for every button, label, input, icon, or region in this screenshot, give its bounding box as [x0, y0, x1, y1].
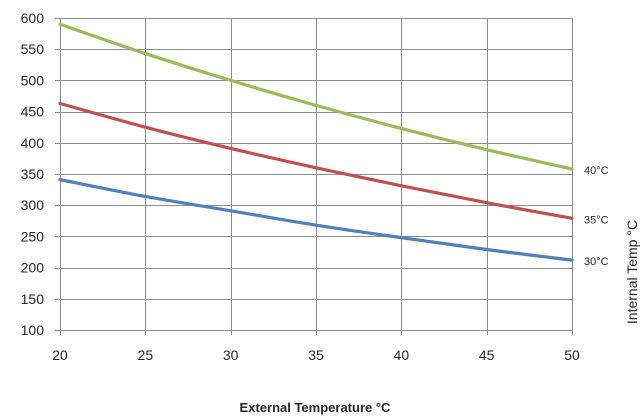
x-tick-label-20: 20: [52, 347, 68, 363]
x-tick-label-45: 45: [479, 347, 495, 363]
x-axis-label: External Temperature °C: [240, 400, 392, 415]
y-tick-label-500: 500: [21, 72, 45, 88]
x-tick-label-35: 35: [308, 347, 324, 363]
y-tick-label-300: 300: [21, 197, 45, 213]
y-tick-label-550: 550: [21, 41, 45, 57]
y-tick-label-600: 600: [21, 10, 45, 26]
x-tick-labels: 20 25 30 35 40 45 50: [52, 347, 580, 363]
y-tick-label-350: 350: [21, 166, 45, 182]
axes: [55, 18, 573, 335]
y-axis-label: Internal Temp °C: [624, 220, 640, 324]
y-tick-label-250: 250: [21, 228, 45, 244]
y-tick-label-450: 450: [21, 104, 45, 120]
series-label-2: 35°C: [584, 214, 609, 226]
y-tick-labels: 100 150 200 250 300 350 400 450 500 550 600: [21, 10, 45, 338]
series-label-3: 30°C: [584, 256, 609, 268]
series-line-1: [58, 22, 574, 171]
series-lines: [58, 22, 574, 262]
x-tick-label-50: 50: [564, 347, 580, 363]
series-label-1: 40°C: [584, 165, 609, 177]
series-line-2: [58, 101, 574, 220]
grid-lines: [60, 18, 573, 331]
y-tick-label-400: 400: [21, 135, 45, 151]
x-tick-label-30: 30: [223, 347, 239, 363]
series-line-3: [58, 178, 574, 262]
y-tick-label-200: 200: [21, 260, 45, 276]
y-tick-label-100: 100: [21, 322, 45, 338]
series-labels: 40°C 35°C 30°C: [584, 165, 609, 268]
y-tick-label-150: 150: [21, 291, 45, 307]
x-tick-label-25: 25: [138, 347, 154, 363]
x-tick-label-40: 40: [394, 347, 410, 363]
